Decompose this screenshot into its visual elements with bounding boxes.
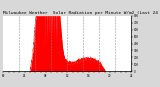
Text: Milwaukee Weather  Solar Radiation per Minute W/m2 (Last 24 Hours): Milwaukee Weather Solar Radiation per Mi… — [3, 11, 160, 15]
